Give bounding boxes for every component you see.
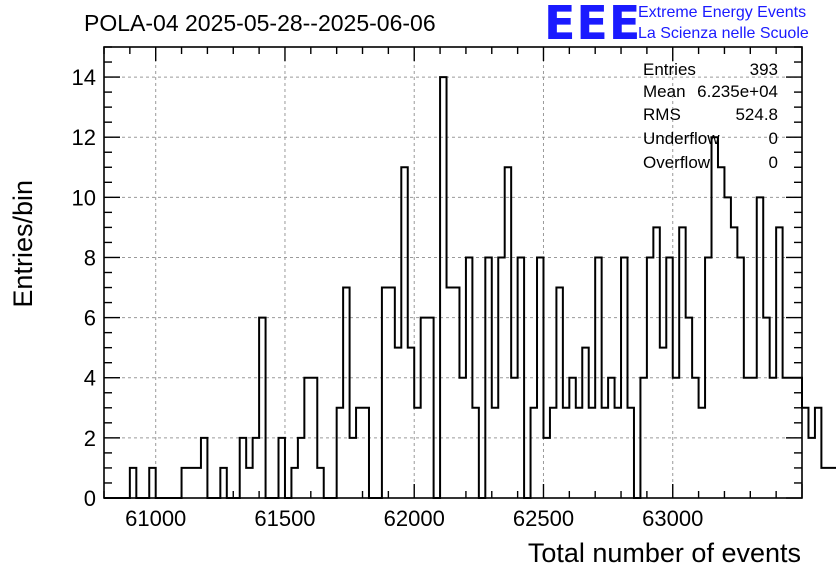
y-tick-label: 8 [84,245,96,270]
stat-underflow-value: 0 [768,129,778,148]
logo-line-1: Extreme Energy Events [638,4,807,21]
grid-lines [104,47,802,498]
page-title: POLA-04 2025-05-28--2025-06-06 [84,10,436,36]
y-tick-label: 6 [84,306,96,331]
histogram-outline [104,76,836,499]
stat-rms-value: 524.8 [735,105,778,124]
y-axis-label: Entries/bin [8,180,38,308]
y-tick-label: 4 [84,366,96,391]
eee-logo: EEE [544,0,642,50]
y-tick-label: 0 [84,486,96,511]
logo-line-2: La Scienza nelle Scuole [638,25,809,42]
x-tick-label: 61500 [254,506,315,531]
stat-mean-label: Mean [643,82,686,101]
x-tick-label: 63000 [642,506,703,531]
x-axis-label: Total number of events [528,538,801,568]
stat-entries-value: 393 [749,60,778,79]
x-tick-label: 62000 [384,506,445,531]
y-tick-label: 14 [72,65,96,90]
y-tick-label: 10 [72,185,96,210]
y-tick-label: 12 [72,125,96,150]
stat-entries-label: Entries [643,60,696,79]
x-tick-label: 62500 [513,506,574,531]
stat-overflow-label: Overflow [643,153,711,172]
stat-overflow-value: 0 [768,153,778,172]
x-axis-ticks: 61000 61500 62000 62500 63000 [103,47,803,531]
y-axis-ticks: 0 2 4 6 8 10 12 14 [72,46,802,511]
x-tick-label: 61000 [125,506,186,531]
stat-mean-value: 6.235e+04 [697,82,778,101]
y-tick-label: 2 [84,426,96,451]
stat-rms-label: RMS [643,105,681,124]
stat-underflow-label: Underflow [643,129,720,148]
